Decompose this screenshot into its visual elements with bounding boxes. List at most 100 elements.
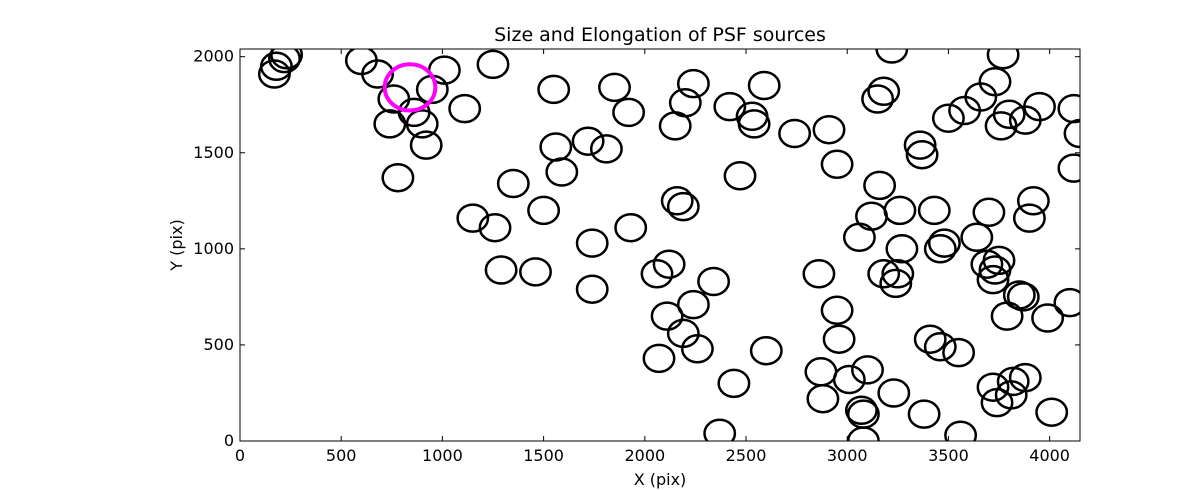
y-axis-label: Y (pix) bbox=[167, 219, 186, 271]
psf-source-marker bbox=[820, 149, 854, 180]
x-tick-label: 1500 bbox=[523, 446, 564, 465]
psf-source-marker bbox=[822, 324, 856, 354]
psf-source-marker bbox=[575, 274, 609, 304]
psf-source-marker bbox=[703, 418, 737, 441]
psf-source-marker bbox=[927, 228, 961, 258]
psf-source-marker bbox=[484, 255, 518, 285]
psf-source-marker bbox=[476, 49, 510, 80]
psf-source-marker bbox=[680, 334, 714, 364]
psf-source-marker bbox=[650, 301, 684, 331]
x-tick-label: 500 bbox=[326, 446, 357, 465]
psf-source-marker bbox=[923, 332, 957, 362]
psf-source-marker bbox=[519, 257, 552, 287]
y-tick-label: 0 bbox=[224, 431, 234, 450]
psf-source-marker bbox=[976, 264, 1010, 295]
psf-source-marker bbox=[855, 201, 888, 231]
psf-source-marker bbox=[976, 372, 1010, 402]
psf-source-marker bbox=[1002, 280, 1036, 310]
psf-source-marker bbox=[666, 191, 700, 222]
psf-source-marker bbox=[885, 234, 919, 264]
psf-source-marker bbox=[990, 301, 1024, 331]
psf-source-marker bbox=[575, 228, 609, 258]
psf-source-marker bbox=[361, 59, 395, 89]
psf-source-marker bbox=[749, 335, 783, 366]
psf-source-marker bbox=[737, 109, 771, 139]
psf-source-marker bbox=[1057, 153, 1080, 183]
psf-source-marker bbox=[589, 134, 623, 164]
psf-source-marker bbox=[1053, 287, 1080, 318]
psf-source-marker bbox=[527, 195, 561, 226]
psf-source-marker bbox=[713, 91, 747, 122]
x-tick-label: 3500 bbox=[928, 446, 969, 465]
x-tick-label: 3000 bbox=[827, 446, 868, 465]
psf-source-marker bbox=[820, 295, 854, 326]
psf-source-marker bbox=[804, 357, 838, 387]
psf-source-marker bbox=[571, 126, 605, 156]
psf-source-marker bbox=[747, 70, 781, 101]
psf-source-marker bbox=[1035, 397, 1069, 427]
y-tick-label: 1500 bbox=[193, 143, 234, 162]
psf-source-marker bbox=[1006, 282, 1040, 312]
psf-source-marker bbox=[846, 426, 880, 441]
psf-source-marker bbox=[867, 259, 901, 289]
psf-source-marker bbox=[676, 289, 710, 320]
psf-source-marker bbox=[539, 132, 573, 162]
x-tick-label: 2000 bbox=[624, 446, 665, 465]
psf-source-marker bbox=[812, 114, 846, 145]
psf-source-marker bbox=[806, 383, 840, 414]
psf-source-marker bbox=[844, 395, 878, 426]
psf-source-marker bbox=[972, 197, 1006, 228]
psf-source-marker bbox=[496, 168, 530, 199]
highlighted-psf-source-marker bbox=[382, 62, 438, 113]
psf-source-marker bbox=[1057, 93, 1080, 124]
psf-source-marker bbox=[978, 66, 1012, 97]
psf-source-marker bbox=[545, 157, 579, 187]
psf-source-marker bbox=[905, 139, 939, 170]
x-tick-label: 2500 bbox=[726, 446, 767, 465]
x-axis: 0 500 1000 1500 2000 2500 3000 3500 4000 bbox=[235, 49, 1070, 465]
psf-source-marker bbox=[851, 355, 884, 385]
psf-source-marker bbox=[942, 337, 976, 368]
psf-source-marker bbox=[1016, 186, 1050, 216]
psf-source-marker bbox=[448, 93, 482, 124]
psf-source-marker bbox=[456, 203, 490, 233]
psf-source-marker bbox=[875, 49, 909, 64]
psf-source-marker bbox=[723, 161, 757, 191]
psf-source-marker bbox=[537, 74, 571, 105]
psf-source-marker bbox=[879, 268, 913, 299]
psf-source-marker bbox=[1008, 362, 1042, 393]
psf-source-marker bbox=[931, 103, 965, 133]
psf-source-marker bbox=[381, 162, 415, 193]
psf-source-marker bbox=[832, 364, 866, 395]
y-tick-label: 2000 bbox=[193, 47, 234, 66]
psf-source-marker bbox=[986, 49, 1020, 70]
plot-frame bbox=[239, 48, 1081, 442]
psf-source-marker bbox=[960, 222, 994, 253]
y-axis: 0 500 1000 1500 2000 bbox=[193, 47, 1080, 450]
psf-source-marker bbox=[640, 259, 674, 289]
y-tick-label: 500 bbox=[203, 335, 234, 354]
psf-source-marker bbox=[877, 378, 911, 408]
chart-title: Size and Elongation of PSF sources bbox=[494, 24, 826, 46]
psf-source-marker bbox=[409, 130, 443, 160]
psf-source-marker bbox=[717, 368, 751, 399]
psf-source-marker bbox=[268, 49, 301, 74]
psf-source-marker bbox=[1023, 91, 1056, 122]
psf-source-marker bbox=[907, 399, 941, 429]
psf-source-marker bbox=[903, 130, 937, 160]
psf-source-marker bbox=[1012, 203, 1046, 233]
x-axis-label: X (pix) bbox=[634, 470, 687, 489]
psf-source-marker bbox=[861, 84, 895, 114]
psf-source-marker bbox=[614, 212, 648, 243]
psf-source-marker bbox=[660, 186, 694, 216]
psf-source-marker bbox=[867, 76, 901, 107]
psf-source-marker bbox=[668, 88, 702, 118]
psf-source-marker bbox=[802, 259, 836, 289]
psf-source-marker bbox=[373, 109, 407, 139]
psf-source-marker bbox=[478, 212, 512, 243]
psf-source-marker bbox=[992, 99, 1026, 130]
psf-source-marker bbox=[642, 343, 676, 374]
psf-source-marker bbox=[1031, 303, 1065, 333]
psf-source-marker bbox=[881, 259, 915, 289]
